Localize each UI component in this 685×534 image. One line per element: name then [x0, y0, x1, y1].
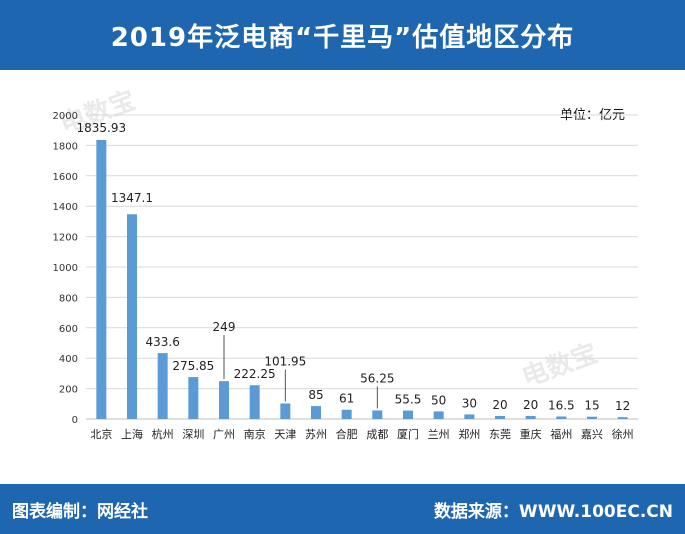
data-label: 85: [308, 388, 323, 402]
data-label: 55.5: [395, 393, 422, 407]
bar: [188, 377, 199, 419]
data-label: 30: [462, 396, 477, 410]
x-tick-label: 郑州: [458, 427, 480, 441]
y-tick-label: 1400: [53, 202, 78, 213]
footer-banner: 图表编制：网经社 数据来源：WWW.100EC.CN: [0, 484, 685, 534]
y-tick-label: 1200: [53, 233, 78, 244]
footer-credit: 图表编制：网经社: [12, 502, 148, 522]
x-tick-label: 嘉兴: [581, 427, 603, 441]
y-tick-label: 1600: [53, 172, 78, 183]
data-label: 101.95: [264, 355, 306, 369]
bar: [464, 414, 475, 419]
x-tick-label: 东莞: [489, 428, 511, 441]
bar: [403, 410, 413, 419]
bar: [341, 409, 352, 419]
x-tick-label: 广州: [213, 428, 235, 441]
footer-source: 数据来源：WWW.100EC.CN: [433, 502, 673, 522]
y-tick-label: 0: [72, 415, 78, 426]
y-tick-label: 600: [59, 324, 78, 335]
data-label: 56.25: [360, 371, 394, 385]
x-tick-label: 杭州: [152, 427, 174, 441]
y-tick-label: 1000: [53, 263, 78, 274]
x-tick-label: 重庆: [520, 427, 542, 441]
chart-title: 2019年泛电商“千里马”估值地区分布: [110, 22, 575, 53]
bar: [127, 214, 137, 419]
data-label: 50: [431, 393, 446, 407]
x-tick-label: 合肥: [336, 427, 358, 441]
data-label: 1347.1: [111, 191, 153, 205]
x-tick-label: 南京: [244, 427, 266, 441]
data-label: 222.25: [234, 367, 276, 381]
data-label: 15: [584, 399, 599, 413]
title-banner: 2019年泛电商“千里马”估值地区分布: [0, 0, 685, 70]
data-label: 249: [213, 320, 236, 334]
bar: [249, 385, 260, 419]
bar: [587, 416, 597, 419]
data-label: 275.85: [172, 359, 214, 373]
bar: [525, 415, 536, 419]
y-tick-label: 800: [59, 293, 78, 304]
data-label: 1835.93: [77, 121, 127, 135]
data-label: 16.5: [548, 398, 575, 412]
x-tick-label: 徐州: [612, 427, 634, 441]
y-tick-label: 200: [59, 385, 78, 396]
bar: [433, 411, 444, 419]
bar: [311, 406, 321, 419]
bar: [280, 403, 291, 419]
bar: [617, 417, 628, 419]
x-tick-label: 成都: [366, 428, 388, 441]
y-tick-label: 400: [59, 354, 78, 365]
data-label: 20: [523, 398, 538, 412]
data-label: 61: [339, 392, 354, 406]
data-label: 20: [492, 398, 507, 412]
bar-chart: 0 200 400 600 800 1000 1200 1400 1600 1800 2000183…: [53, 111, 638, 441]
y-tick-label: 2000: [53, 111, 78, 122]
x-tick-label: 深圳: [182, 428, 204, 441]
x-tick-label: 上海: [121, 427, 143, 441]
x-tick-label: 苏州: [305, 428, 327, 441]
data-label: 433.6: [145, 335, 179, 349]
x-tick-label: 北京: [90, 427, 112, 441]
x-tick-label: 兰州: [428, 428, 450, 441]
x-tick-label: 厦门: [397, 427, 419, 441]
bar: [495, 415, 505, 419]
x-tick-label: 天津: [274, 428, 296, 441]
bar: [556, 416, 567, 419]
bar: [96, 139, 107, 419]
data-label: 12: [615, 399, 630, 413]
bar: [157, 353, 168, 419]
bar: [372, 410, 383, 419]
bar: [219, 381, 229, 419]
x-tick-label: 福州: [550, 427, 572, 441]
y-tick-label: 1800: [53, 141, 78, 152]
